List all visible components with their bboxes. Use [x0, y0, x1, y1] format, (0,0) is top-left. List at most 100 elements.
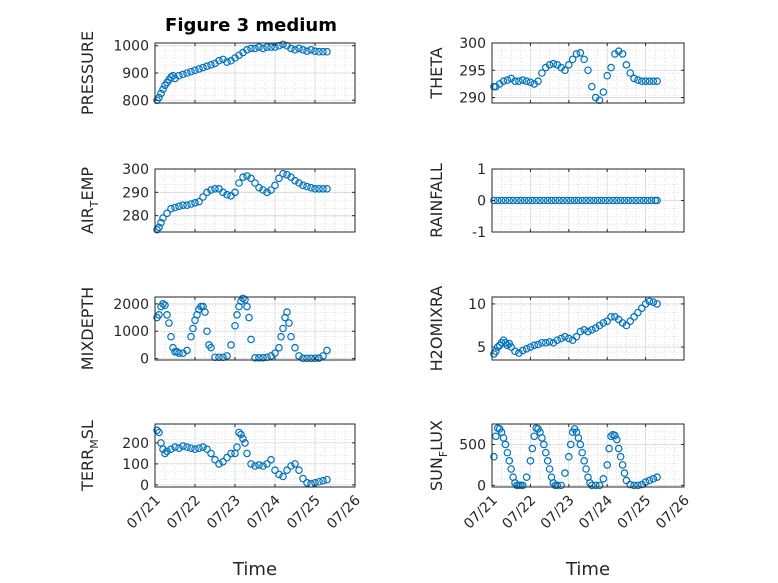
data-marker: [159, 214, 167, 222]
data-marker: [599, 319, 608, 327]
y-tick-label: 5: [477, 340, 486, 356]
y-tick-label: -1: [472, 225, 486, 241]
data-marker: [492, 432, 500, 441]
data-marker: [239, 294, 247, 303]
data-marker: [626, 317, 635, 325]
data-marker: [323, 475, 331, 484]
y-axis-label: PRESSURE: [78, 31, 97, 115]
data-marker: [643, 196, 652, 205]
x-tick-label: 07/23: [538, 493, 578, 533]
data-marker: [589, 196, 598, 205]
data-marker: [275, 470, 283, 479]
data-marker: [584, 66, 592, 75]
axes-air-temp: 280 290 300 AIRTEMP: [78, 162, 356, 234]
data-marker: [191, 445, 199, 454]
data-marker: [511, 77, 519, 85]
data-marker: [223, 190, 231, 199]
axes-rainfall: -1 0 1 RAINFALL: [427, 162, 685, 241]
data-marker: [547, 196, 556, 205]
data-marker: [574, 196, 583, 205]
data-marker: [243, 449, 251, 458]
data-marker: [601, 196, 610, 205]
data-marker: [267, 43, 275, 51]
data-marker: [497, 196, 506, 205]
data-marker: [163, 447, 171, 456]
data-marker: [528, 444, 537, 453]
data-marker: [566, 196, 575, 205]
data-marker: [259, 462, 267, 470]
data-marker: [279, 169, 287, 178]
data-marker: [626, 480, 635, 489]
data-marker: [570, 196, 579, 205]
data-marker: [207, 343, 215, 352]
data-marker: [251, 179, 259, 187]
x-tick-label: 07/22: [499, 493, 539, 533]
data-marker: [588, 481, 596, 490]
data-marker: [561, 66, 569, 75]
data-marker: [530, 341, 539, 350]
data-marker: [271, 466, 279, 475]
data-marker: [267, 455, 275, 464]
data-marker: [271, 181, 279, 190]
data-marker: [155, 223, 163, 232]
data-marker: [235, 428, 243, 437]
data-marker: [255, 43, 263, 51]
data-marker: [564, 452, 573, 461]
x-tick-label: 07/24: [244, 492, 284, 532]
data-marker: [299, 181, 307, 190]
data-marker: [183, 443, 191, 451]
x-tick-label: 07/26: [653, 492, 693, 532]
data-marker: [505, 196, 514, 205]
data-marker: [203, 445, 211, 454]
data-marker: [522, 473, 531, 481]
y-tick-label: 0: [477, 194, 486, 210]
data-marker: [195, 444, 203, 452]
data-marker: [219, 457, 227, 466]
data-marker: [267, 186, 275, 194]
data-marker: [207, 61, 215, 69]
axes-h2omixra: 5 10 H2OMIXRA: [427, 286, 685, 371]
data-marker: [576, 327, 585, 336]
data-marker: [503, 76, 512, 84]
data-marker: [203, 327, 211, 336]
data-marker: [275, 343, 283, 352]
data-marker: [159, 445, 167, 454]
y-tick-label: 0: [140, 352, 149, 368]
data-marker: [524, 196, 533, 205]
data-marker: [259, 44, 267, 53]
data-marker: [243, 46, 251, 54]
data-marker: [315, 185, 323, 193]
data-marker: [187, 332, 195, 341]
data-marker: [513, 196, 521, 205]
data-marker: [511, 347, 519, 356]
data-marker: [586, 196, 594, 205]
data-marker: [649, 77, 658, 85]
data-marker: [588, 325, 596, 334]
data-marker: [223, 352, 231, 360]
data-marker: [612, 435, 621, 444]
data-marker: [199, 63, 207, 72]
data-marker: [231, 321, 239, 330]
axes-frame: [491, 423, 685, 488]
data-marker: [612, 196, 621, 205]
data-marker: [582, 465, 590, 473]
data-marker: [561, 469, 569, 477]
data-marker: [287, 462, 295, 470]
data-marker: [251, 44, 259, 53]
data-marker: [215, 460, 223, 468]
data-marker: [620, 469, 629, 477]
x-tick-label: 07/25: [284, 493, 324, 533]
data-marker: [311, 47, 319, 55]
data-marker: [315, 47, 323, 56]
data-marker: [507, 465, 516, 473]
x-tick-label: 07/22: [164, 493, 204, 533]
data-marker: [528, 196, 537, 205]
data-marker: [549, 59, 558, 68]
data-marker: [311, 185, 319, 193]
data-marker: [247, 335, 255, 344]
data-marker: [641, 77, 650, 85]
data-marker: [607, 63, 615, 72]
data-marker: [299, 46, 307, 54]
data-marker: [171, 203, 179, 212]
data-marker: [169, 343, 177, 352]
